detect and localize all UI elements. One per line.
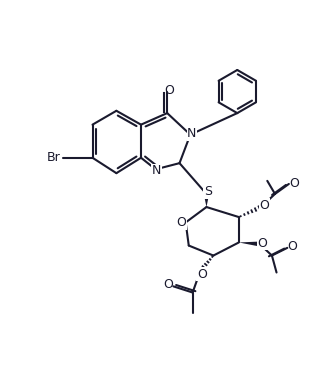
- Polygon shape: [204, 194, 209, 207]
- Text: O: O: [259, 199, 269, 212]
- Text: S: S: [204, 185, 212, 198]
- Text: Br: Br: [46, 151, 60, 164]
- Text: O: O: [289, 177, 299, 191]
- Polygon shape: [239, 242, 260, 246]
- Text: O: O: [258, 237, 268, 250]
- Text: O: O: [287, 240, 297, 253]
- Text: N: N: [187, 127, 196, 141]
- Text: O: O: [163, 278, 173, 291]
- Text: O: O: [165, 84, 174, 96]
- Text: O: O: [197, 268, 207, 281]
- Text: O: O: [176, 216, 186, 229]
- Text: N: N: [152, 164, 161, 177]
